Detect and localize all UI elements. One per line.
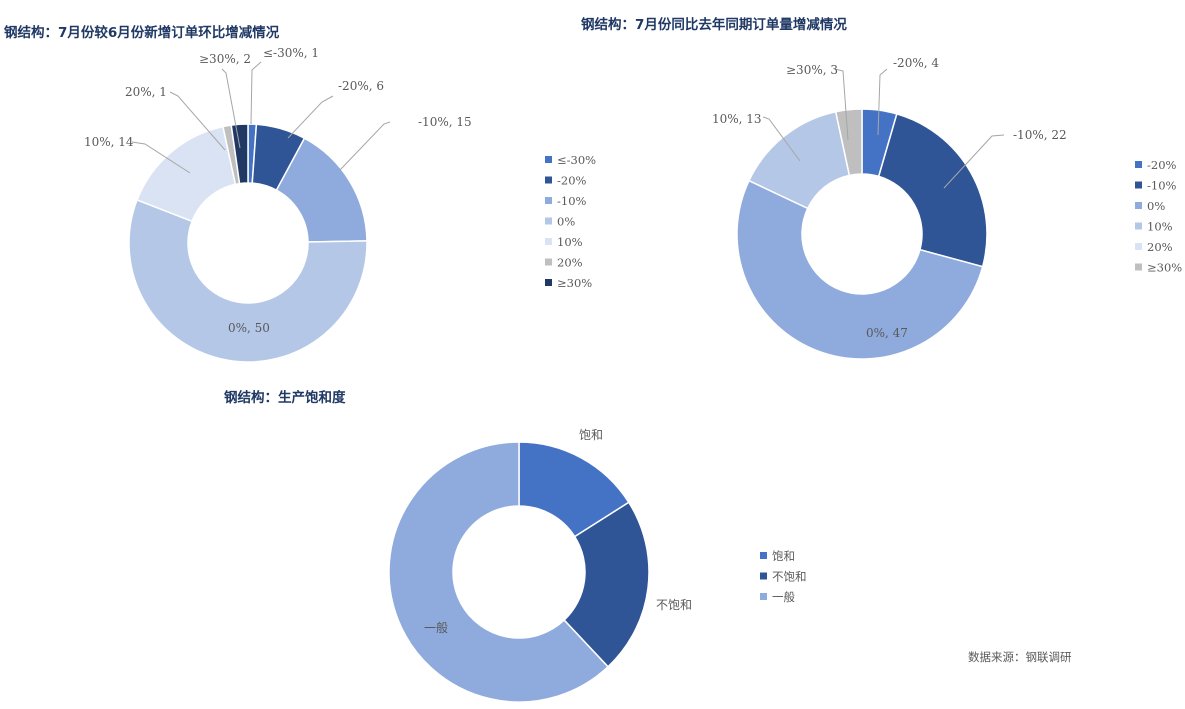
leader-line [131,141,191,174]
leader-line [339,121,391,171]
data-label: 饱和 [579,427,603,442]
source-note: 数据来源：钢联调研 [968,650,1072,664]
chart-title: 钢结构：7月份同比去年同期订单量增减情况 [581,16,847,33]
data-label: 0%, 50 [228,321,270,335]
legend-swatch [760,593,767,600]
data-label: ≥30%, 3 [786,63,838,77]
data-label: 0%, 47 [866,326,908,340]
legend-label: 不饱和 [772,570,807,584]
leader-line [834,68,849,141]
chart-title: 钢结构：生产饱和度 [224,389,346,406]
legend-label: 一般 [772,590,795,604]
pie-slice [877,113,988,268]
leader-line [169,91,226,151]
legend: ≤-30% -20% -10% 0% 10% 20% ≥30% [545,153,596,290]
legend-label: -10% [557,194,587,208]
pie-slice [388,441,610,703]
legend-swatch [1135,202,1142,209]
data-label: -10%, 15 [418,115,472,129]
leader-line [762,116,801,162]
data-label: 一般 [424,620,448,635]
chart-mom-orders: 钢结构：7月份较6月份新增订单环比增减情况 ≤-30%, 1 -20%, 6 -10… [4,24,596,363]
leader-line [221,68,241,149]
legend-swatch [1135,161,1142,168]
legend-swatch [545,156,552,163]
legend-label: ≤-30% [557,153,596,167]
leader-line [287,95,334,139]
legend-swatch [545,176,552,184]
data-label: 20%, 1 [125,85,167,99]
legend-label: 0% [1147,199,1165,213]
pie-slice [834,108,863,177]
chart-yoy-orders: 钢结构：7月份同比去年同期订单量增减情况 -20%, 4 -10%, 22 0%, … [581,16,1182,360]
legend-swatch [1135,243,1142,250]
slices [736,108,988,360]
data-labels: ≤-30%, 1 -20%, 6 -10%, 15 0%, 50 10%, 14 20%,… [84,46,472,335]
slices [128,123,368,363]
leader-line [877,68,888,136]
data-label: -20%, 4 [893,56,939,70]
data-label: -10%, 22 [1013,128,1067,142]
legend-swatch [545,279,552,286]
data-label: -20%, 6 [338,79,384,93]
data-label: ≥30%, 2 [199,52,251,66]
data-label: 10%, 13 [712,112,762,126]
legend-swatch [760,572,767,580]
legend-swatch [1135,222,1142,230]
legend-label: 20% [1147,240,1173,254]
chart-title: 钢结构：7月份较6月份新增订单环比增减情况 [4,24,280,41]
legend-swatch [1135,181,1142,189]
pie-slice [736,179,984,360]
legend-label: -10% [1147,179,1177,193]
data-label: 10%, 14 [84,135,134,149]
data-label: 不饱和 [656,597,692,612]
legend-swatch [545,197,552,204]
pie-slice [563,501,650,668]
leader-line [250,61,262,125]
slices [388,441,650,703]
legend-swatch [545,238,552,245]
legend-swatch [1135,263,1142,271]
legend-label: 饱和 [772,549,795,563]
legend-swatch [760,552,767,559]
legend-label: -20% [557,174,587,188]
pie-slice [128,198,368,363]
pie-slice [230,123,249,185]
legend-label: 0% [557,215,575,229]
legend-label: ≥30% [557,276,592,290]
legend-label: ≥30% [1147,261,1182,275]
legend-swatch [545,258,552,266]
legend: -20% -10% 0% 10% 20% ≥30% [1135,158,1182,275]
legend-label: -20% [1147,158,1177,172]
leader-line [943,134,1005,189]
legend-label: 10% [1147,220,1173,234]
legend-label: 10% [557,235,583,249]
data-labels: -20%, 4 -10%, 22 0%, 47 10%, 13 ≥30%, 3 [712,56,1067,340]
legend-swatch [545,217,552,225]
legend-label: 20% [557,256,583,270]
data-label: ≤-30%, 1 [263,46,319,60]
